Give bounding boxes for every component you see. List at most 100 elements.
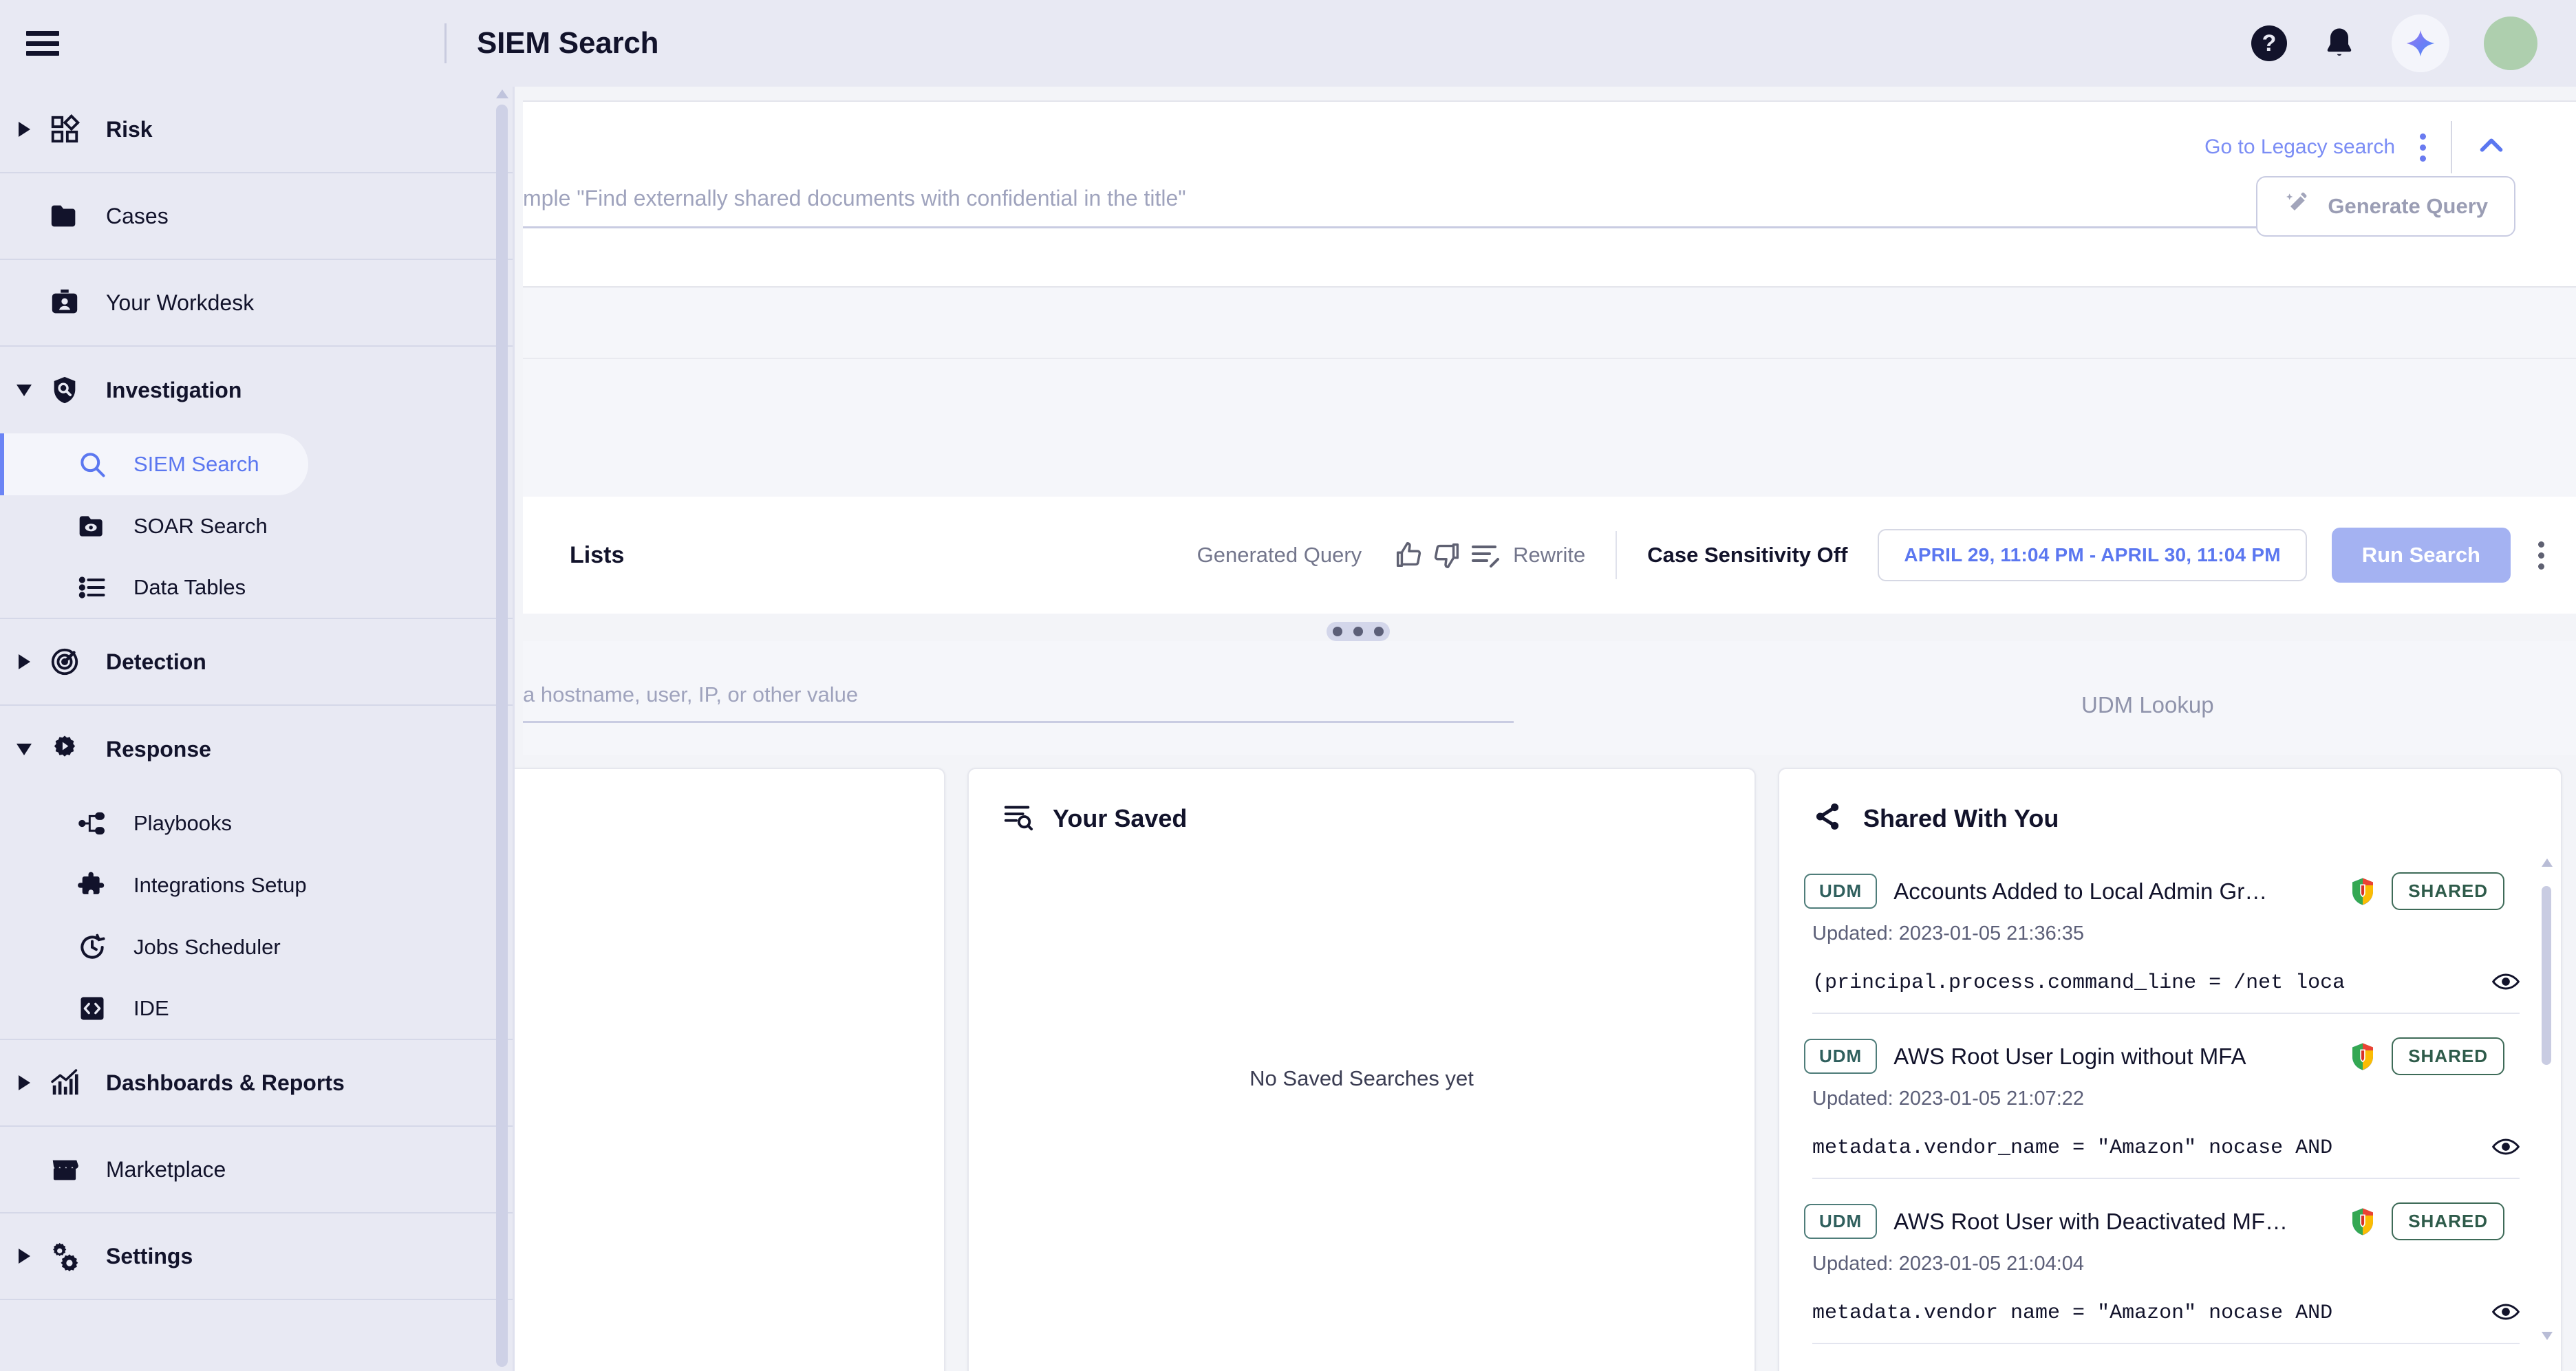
sidebar-item-marketplace[interactable]: Marketplace — [0, 1127, 515, 1213]
scrollbar-thumb[interactable] — [496, 105, 508, 1367]
chevron-down-icon[interactable] — [12, 737, 36, 761]
page-title: SIEM Search — [477, 26, 659, 60]
shared-with-you-card: Shared With You UDM Accounts Added to Lo… — [1778, 768, 2562, 1371]
search-panel-more-vertical-icon[interactable] — [2416, 129, 2430, 166]
generated-query-label: Generated Query — [1196, 543, 1362, 567]
sidebar-item-investigation[interactable]: Investigation — [0, 347, 515, 433]
shared-item-query: metadata.vendor name = "Amazon" nocase A… — [1812, 1302, 2333, 1325]
gemini-sparkle-icon[interactable] — [2392, 14, 2449, 72]
search-panel-strip-lower — [523, 359, 2576, 497]
sidebar-item-risk[interactable]: Risk — [0, 87, 515, 173]
sidebar-item-integrations-setup[interactable]: Integrations Setup — [0, 854, 515, 916]
shared-item-query-row: (principal.process.command_line = /net l… — [1812, 971, 2520, 1014]
magic-wand-icon — [2284, 190, 2311, 223]
type-badge: UDM — [1804, 1039, 1878, 1074]
help-icon[interactable]: ? — [2251, 25, 2287, 61]
your-saved-empty-state: No Saved Searches yet — [1249, 1066, 1474, 1090]
rewrite-lines-icon[interactable] — [1466, 536, 1505, 574]
search-panel-divider — [2451, 121, 2452, 173]
sidebar-item-detection[interactable]: Detection — [0, 619, 515, 706]
chevron-down-icon[interactable] — [12, 378, 36, 402]
shared-item-updated: Updated: 2023-01-05 21:36:35 — [1812, 922, 2085, 944]
detection-target-icon — [47, 644, 83, 680]
shared-list-scrollbar[interactable] — [2542, 859, 2553, 1340]
nl-search-underline — [523, 226, 2301, 228]
thumb-down-icon[interactable] — [1428, 536, 1466, 574]
chevron-right-icon[interactable] — [12, 118, 36, 141]
natural-language-search-input[interactable]: mple "Find externally shared documents w… — [523, 186, 2301, 228]
scrollbar-thumb[interactable] — [2542, 886, 2551, 1065]
shield-search-icon — [47, 372, 83, 408]
shared-item-name[interactable]: AWS Root User with Deactivated MF… — [1893, 1208, 2288, 1234]
sidebar-item-label: Investigation — [106, 377, 242, 402]
bell-icon[interactable] — [2321, 25, 2357, 61]
cards-region: tory is disabled earch history — [0, 768, 2576, 1371]
sidebar-item-settings[interactable]: Settings — [0, 1213, 515, 1300]
clock-refresh-icon — [74, 929, 110, 965]
list-item[interactable]: UDM Accounts Added to Local Admin Gr… — [1804, 872, 2520, 1037]
shared-item-name[interactable]: Accounts Added to Local Admin Gr… — [1893, 878, 2268, 904]
workdesk-icon — [47, 285, 83, 321]
sidebar-item-label: Risk — [106, 116, 153, 142]
sidebar-item-label: Settings — [106, 1243, 193, 1269]
folder-icon — [47, 198, 83, 234]
sidebar-item-cases[interactable]: Cases — [0, 173, 515, 260]
sidebar-scrollbar[interactable] — [494, 87, 509, 1371]
shared-item-query: (principal.process.command_line = /net l… — [1812, 971, 2346, 995]
spacer-icon — [12, 291, 36, 314]
resize-drag-handle[interactable] — [1327, 622, 1390, 641]
lists-tab[interactable]: Lists — [570, 541, 625, 568]
chevron-up-icon[interactable] — [2473, 127, 2510, 168]
list-item[interactable]: UDM AWS Root User Login without MFA — [1804, 1037, 2520, 1202]
sidebar-item-ide[interactable]: IDE — [0, 978, 515, 1040]
date-range-picker[interactable]: APRIL 29, 11:04 PM - APRIL 30, 11:04 PM — [1878, 529, 2307, 581]
chevron-right-icon[interactable] — [12, 1071, 36, 1094]
generate-query-button[interactable]: Generate Query — [2256, 176, 2515, 237]
shared-item-updated: Updated: 2023-01-05 21:07:22 — [1812, 1088, 2085, 1110]
puzzle-icon — [74, 867, 110, 903]
case-sensitivity-toggle[interactable]: Case Sensitivity Off — [1647, 543, 1848, 567]
toolbar-more-vertical-icon[interactable] — [2534, 537, 2548, 574]
scroll-up-arrow-icon[interactable] — [496, 89, 508, 98]
udm-lookup-label: UDM Lookup — [2081, 692, 2214, 717]
sidebar-item-jobs-scheduler[interactable]: Jobs Scheduler — [0, 916, 515, 978]
scroll-up-arrow-icon[interactable] — [2542, 859, 2553, 867]
list-item[interactable]: UDM AWS Root User with Deactivated MF… — [1804, 1202, 2520, 1368]
thumb-up-icon[interactable] — [1389, 536, 1428, 574]
list-icon — [74, 570, 110, 605]
chevron-right-icon[interactable] — [12, 1244, 36, 1268]
sidebar-item-data-tables[interactable]: Data Tables — [0, 557, 515, 619]
playbooks-node-icon — [74, 806, 110, 841]
eye-icon[interactable] — [2491, 972, 2520, 994]
sidebar-item-dashboards-reports[interactable]: Dashboards & Reports — [0, 1040, 515, 1127]
hamburger-menu-icon[interactable] — [26, 31, 59, 56]
search-icon — [74, 446, 110, 482]
code-brackets-icon — [74, 991, 110, 1026]
eye-icon[interactable] — [2491, 1137, 2520, 1159]
chevron-right-icon[interactable] — [12, 650, 36, 673]
generate-query-label: Generate Query — [2328, 194, 2488, 218]
shared-item-header: UDM AWS Root User Login without MFA — [1804, 1037, 2520, 1075]
shared-item-name[interactable]: AWS Root User Login without MFA — [1893, 1043, 2246, 1069]
eye-icon[interactable] — [2491, 1302, 2520, 1324]
udm-lookup-row: a hostname, user, IP, or other value UDM… — [523, 641, 2576, 755]
sidebar-item-label: Data Tables — [133, 575, 246, 599]
sidebar-item-your-workdesk[interactable]: Your Workdesk — [0, 260, 515, 347]
your-saved-card: Your Saved No Saved Searches yet Open Yo… — [967, 768, 1756, 1371]
status-badge: SHARED — [2392, 872, 2505, 910]
run-search-button[interactable]: Run Search — [2331, 528, 2511, 583]
user-avatar[interactable] — [2484, 17, 2537, 70]
shared-item-updated: Updated: 2023-01-05 21:04:04 — [1812, 1253, 2085, 1275]
topbar-actions: ? — [2251, 14, 2537, 72]
sidebar-item-label: Jobs Scheduler — [133, 935, 281, 959]
rewrite-button[interactable]: Rewrite — [1513, 543, 1586, 567]
go-to-legacy-search-link[interactable]: Go to Legacy search — [2204, 136, 2395, 158]
udm-lookup-input[interactable]: a hostname, user, IP, or other value — [523, 682, 1514, 723]
sidebar-item-siem-search[interactable]: SIEM Search — [0, 433, 308, 495]
sidebar-item-soar-search[interactable]: SOAR Search — [0, 495, 515, 557]
sidebar-item-playbooks[interactable]: Playbooks — [0, 792, 515, 854]
risk-grid-icon — [47, 111, 83, 147]
type-badge: UDM — [1804, 874, 1878, 909]
sidebar-item-response[interactable]: Response — [0, 706, 515, 792]
scroll-down-arrow-icon[interactable] — [2542, 1332, 2553, 1340]
